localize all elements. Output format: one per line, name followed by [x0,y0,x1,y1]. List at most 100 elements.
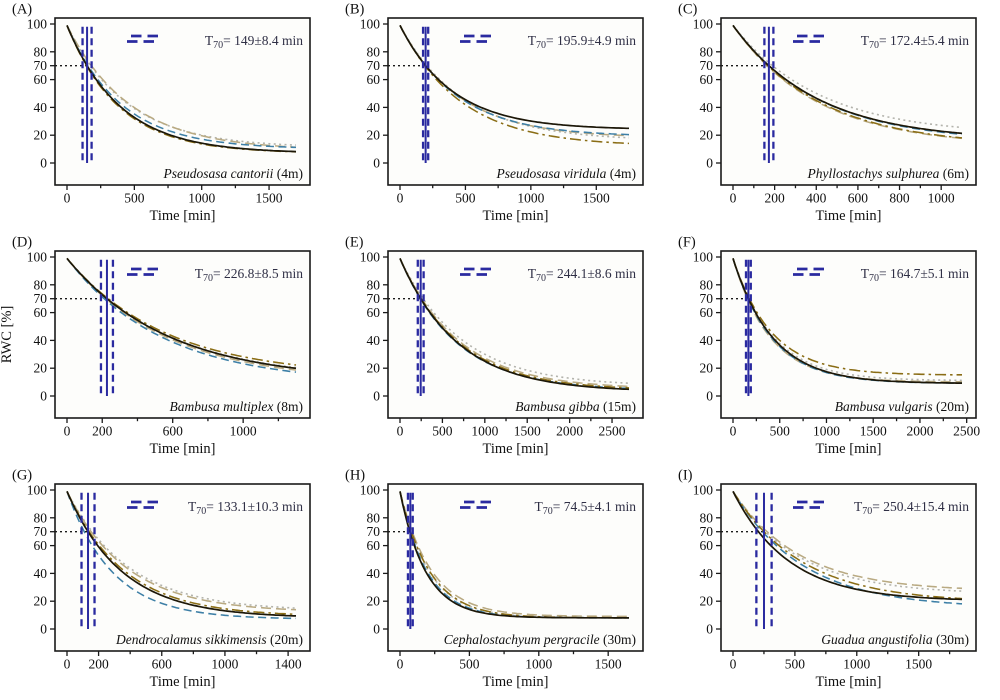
t70-legend-text: T70= 74.5±4.1 min [534,499,636,517]
species-name: Pseudosasa viridula [496,166,607,181]
x-axis-title: Time [min] [483,441,549,457]
y-tick-label: 60 [34,538,48,553]
curve-replicate-dashed-steelblue [66,491,296,620]
y-tick-label: 80 [367,510,381,525]
x-tick-label: 1500 [514,424,541,439]
y-tick-label: 20 [34,361,48,376]
y-tick-label: 80 [367,277,381,292]
curve-replicate-dotted-gray [732,24,963,129]
plot-frame [720,250,977,419]
y-tick-label: 40 [367,100,381,115]
plot-frame [54,250,311,419]
curve-replicate-solid-black [399,25,629,130]
legend-t-symbol: T [528,33,537,48]
x-tick-label: 0 [397,424,404,439]
x-tick-label: 1400 [275,657,302,672]
curve-replicate-dashed-tan [399,258,630,388]
panel-letter: (E) [345,235,364,251]
legend-t-symbol: T [195,266,204,281]
y-tick-label: 40 [34,566,48,581]
legend-t-symbol: T [854,499,863,514]
curve-replicate-dashed-tan [732,490,963,590]
species-height: (4m) [606,166,636,181]
species-name: Bambusa gibba [515,399,600,414]
plot-frame [387,17,644,186]
x-tick-label: 2500 [599,424,626,439]
curve-replicate-dashed-tan [66,491,297,611]
curve-replicate-dashed-steelblue [66,25,297,149]
y-tick-label: 20 [367,594,381,609]
plot-frame [387,250,644,419]
curve-replicate-dashed-tan [399,491,629,618]
panel-d: 0 200 600 1000 0 20 40 60 70 80 100 T70= 226.8±8.5 … [0,233,333,466]
x-tick-label: 0 [730,191,737,206]
x-tick-label: 500 [124,191,145,206]
panel-letter: (D) [12,235,32,251]
y-tick-label: 70 [700,291,714,306]
t70-legend-text: T70= 133.1±10.3 min [188,499,303,517]
x-tick-label: 1000 [188,191,215,206]
legend-t-symbol: T [205,33,214,48]
y-tick-label: 40 [367,333,381,348]
y-tick-label: 20 [367,128,381,143]
x-tick-label: 1000 [230,424,257,439]
y-tick-label: 20 [700,128,714,143]
y-tick-label: 100 [693,17,714,32]
t70-legend-text: T70= 226.8±8.5 min [195,266,304,284]
y-tick-label: 80 [700,277,714,292]
panel-e: 0 500 1000 1500 2000 2500 0 20 40 60 70 80 100 T70= 2… [333,233,666,466]
legend-t-subscript: 70 [536,273,546,284]
y-tick-label: 70 [34,291,48,306]
x-tick-label: 1000 [211,657,238,672]
legend-t-symbol: T [534,499,543,514]
x-tick-label: 0 [64,424,71,439]
species-label: Pseudosasa cantorii (4m) [163,166,304,181]
y-tick-label: 70 [700,524,714,539]
y-tick-label: 80 [700,510,714,525]
y-tick-label: 100 [27,483,48,498]
y-tick-label: 60 [700,72,714,87]
panel-a: 0 500 1000 1500 0 20 40 60 70 80 100 T70= 149±8.4 m… [0,0,333,233]
y-tick-label: 40 [700,566,714,581]
legend-t-value: = 172.4±5.4 min [879,33,969,48]
y-tick-label: 0 [373,389,380,404]
x-tick-label: 0 [64,657,71,672]
y-tick-label: 80 [367,44,381,59]
x-tick-label: 200 [92,424,113,439]
x-tick-label: 500 [432,424,453,439]
y-tick-label: 40 [34,333,48,348]
species-height: (30m) [600,632,636,647]
y-tick-label: 60 [700,538,714,553]
species-name: Dendrocalamus sikkimensis [115,632,267,647]
species-label: Bambusa multiplex (8m) [170,399,304,414]
x-axis-title: Time [min] [816,441,882,457]
x-tick-label: 500 [459,657,480,672]
y-tick-label: 70 [34,58,48,73]
species-height: (4m) [273,166,303,181]
panel-letter: (B) [345,2,365,18]
panel-letter: (I) [678,468,693,484]
y-tick-label: 60 [367,538,381,553]
x-tick-label: 0 [64,191,71,206]
species-name: Phyllostachys sulphurea [807,166,940,181]
curve-replicate-solid-black [66,257,297,370]
plot-frame [54,17,311,186]
y-tick-label: 20 [34,128,48,143]
curve-replicate-dashdot-olive [399,25,630,145]
panel-f: 0 500 1000 1500 2000 2500 0 20 40 60 70 80 100 T70= 1… [666,233,1000,466]
y-tick-label: 60 [34,72,48,87]
species-height: (20m) [933,399,969,414]
legend-t-subscript: 70 [536,40,546,51]
x-tick-label: 0 [730,424,737,439]
species-height: (6m) [939,166,969,181]
x-axis-title: Time [min] [483,674,549,690]
y-tick-label: 40 [700,100,714,115]
y-tick-label: 70 [367,291,381,306]
y-tick-label: 0 [706,622,713,637]
legend-t-value: = 164.7±5.1 min [879,266,969,281]
y-tick-label: 60 [367,72,381,87]
panel-b: 0 500 1000 1500 0 20 40 60 70 80 100 T70= 195.9±4.9… [333,0,666,233]
legend-t-value: = 226.8±8.5 min [213,266,303,281]
